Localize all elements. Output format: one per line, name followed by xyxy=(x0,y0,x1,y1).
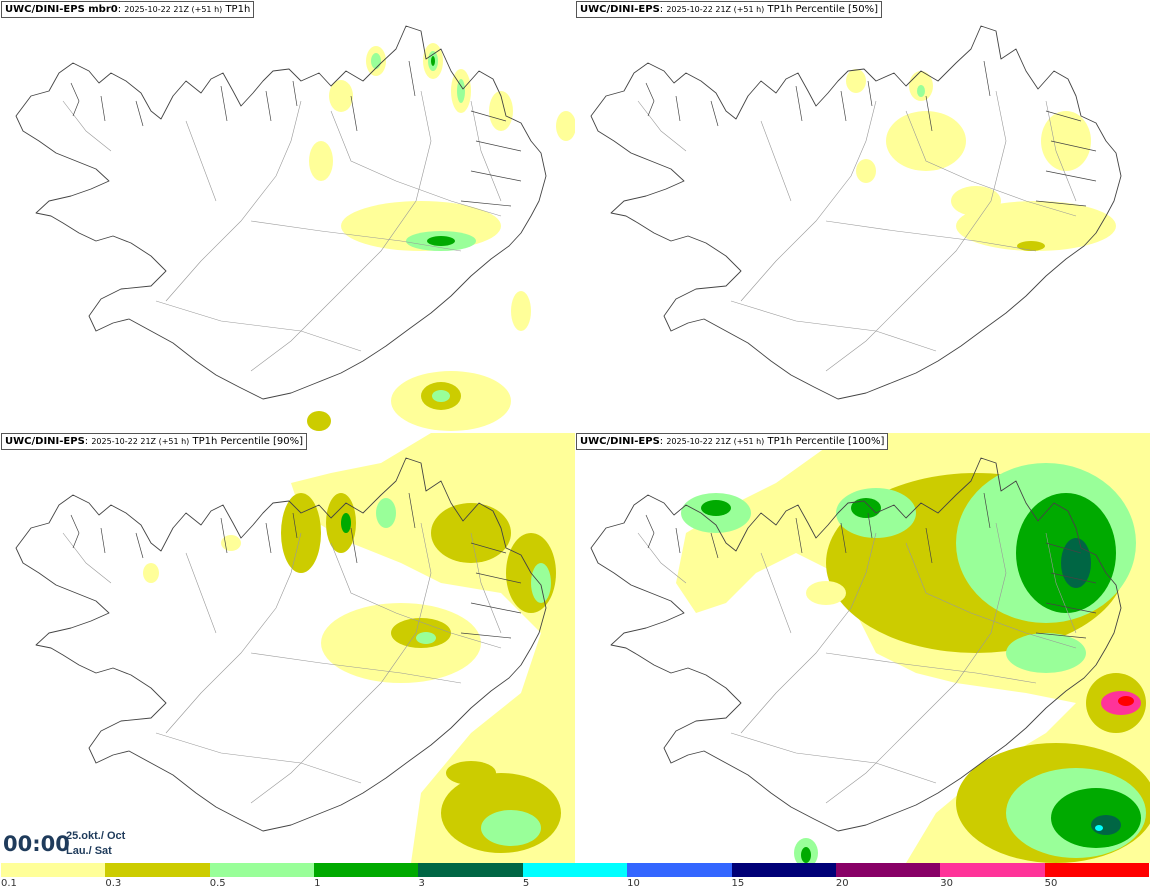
field-label: TP1h Percentile [90%] xyxy=(192,436,304,447)
map-panel-mbr0[interactable]: UWC/DINI-EPS mbr0: 2025-10-22 21Z (+51 h… xyxy=(1,1,575,431)
colorbar-tick-label: 5 xyxy=(522,878,530,889)
colorbar-segment xyxy=(105,863,210,877)
panel-title: UWC/DINI-EPS: 2025-10-22 21Z (+51 h) TP1… xyxy=(576,433,889,450)
precip-field xyxy=(143,433,575,863)
colorbar-ticks: 0.1 0.3 0.5 1 3 5 10 15 20 30 50 xyxy=(0,878,1150,891)
field-label: TP1h xyxy=(225,4,251,15)
colorbar-tick-label: 10 xyxy=(627,878,640,889)
model-source: UWC/DINI-EPS mbr0 xyxy=(5,4,118,15)
colorbar-segment xyxy=(1044,863,1149,877)
run-time: 2025-10-22 21Z (+51 h) xyxy=(124,5,223,14)
precip-map xyxy=(590,25,1122,400)
precip-field xyxy=(676,433,1150,863)
colorbar-tick-label: 15 xyxy=(731,878,745,889)
colorbar-tick-label: 1 xyxy=(314,878,321,889)
colorbar-segment xyxy=(314,863,419,877)
panel-title: UWC/DINI-EPS: 2025-10-22 21Z (+51 h) TP1… xyxy=(576,1,883,18)
colorbar-segment xyxy=(940,863,1045,877)
valid-weekday: Lau./ Sat xyxy=(66,845,112,857)
colorbar-tick-label: 50 xyxy=(1044,878,1058,889)
colorbar-segment xyxy=(1,863,106,877)
map-panel-p50[interactable]: UWC/DINI-EPS: 2025-10-22 21Z (+51 h) TP1… xyxy=(576,1,1150,431)
valid-time: 00:00 xyxy=(3,832,70,856)
colorbar-tick-label: 20 xyxy=(835,878,849,889)
colorbar-tick-label: 0.1 xyxy=(1,878,17,889)
valid-time-box: 00:00 25.okt./ Oct Lau./ Sat xyxy=(0,826,135,862)
panel-divider xyxy=(575,0,576,862)
colorbar-segment xyxy=(209,863,315,877)
colorbar-tick-label: 0.3 xyxy=(105,878,122,889)
colorbar-segment xyxy=(627,863,732,877)
colorbar-segment xyxy=(522,863,628,877)
precip-field xyxy=(846,69,1116,251)
precip-map xyxy=(15,25,575,431)
model-source: UWC/DINI-EPS xyxy=(580,436,660,447)
colorbar-tick-label: 3 xyxy=(418,878,425,889)
precip-colorbar xyxy=(1,863,1149,877)
panel-title: UWC/DINI-EPS: 2025-10-22 21Z (+51 h) TP1… xyxy=(1,433,308,450)
model-source: UWC/DINI-EPS xyxy=(5,436,85,447)
precip-field xyxy=(307,43,575,431)
map-panel-p100[interactable]: UWC/DINI-EPS: 2025-10-22 21Z (+51 h) TP1… xyxy=(576,433,1150,863)
precip-map xyxy=(15,433,575,863)
field-label: TP1h Percentile [100%] xyxy=(767,436,885,447)
map-panel-p90[interactable]: UWC/DINI-EPS: 2025-10-22 21Z (+51 h) TP1… xyxy=(1,433,575,863)
colorbar-segment xyxy=(731,863,836,877)
colorbar-tick-label: 30 xyxy=(940,878,953,889)
colorbar-segment xyxy=(418,863,523,877)
precip-map xyxy=(590,433,1150,863)
run-time: 2025-10-22 21Z (+51 h) xyxy=(666,437,765,446)
colorbar-segment xyxy=(835,863,941,877)
run-time: 2025-10-22 21Z (+51 h) xyxy=(666,5,765,14)
model-source: UWC/DINI-EPS xyxy=(580,4,660,15)
panel-title: UWC/DINI-EPS mbr0: 2025-10-22 21Z (+51 h… xyxy=(1,1,255,18)
colorbar-tick-label: 0.5 xyxy=(209,878,226,889)
valid-date: 25.okt./ Oct xyxy=(66,830,126,842)
field-label: TP1h Percentile [50%] xyxy=(767,4,879,15)
run-time: 2025-10-22 21Z (+51 h) xyxy=(91,437,190,446)
